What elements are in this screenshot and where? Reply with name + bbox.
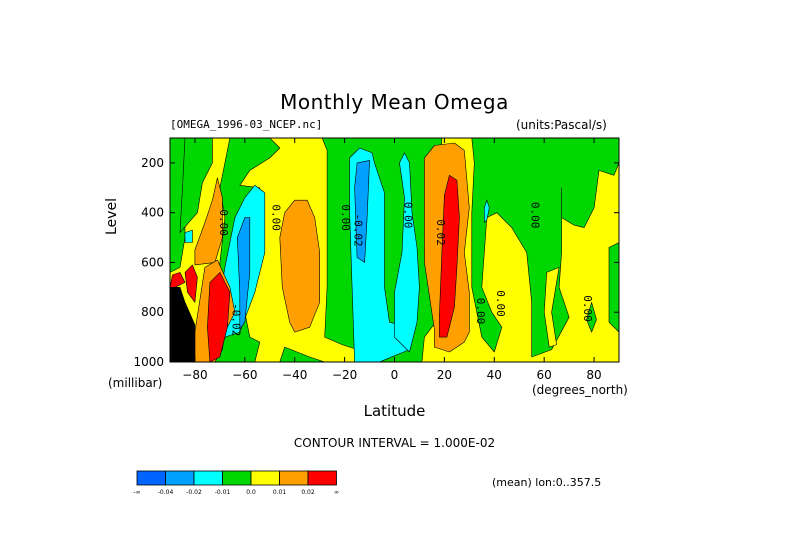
contour-region-level_0: [279, 346, 326, 362]
x-tick-label: −40: [282, 368, 307, 382]
y-axis-units: (millibar): [108, 376, 163, 390]
contour-region-level_0: [471, 138, 619, 358]
colorbar-label: 0.01: [273, 489, 287, 496]
colorbar-label: -0.01: [215, 489, 231, 496]
y-tick-label: 800: [141, 305, 164, 319]
contour-fill-group: 0.00 0.00 0.00 -0.02 0.000.020.00 0.000.000.0…: [170, 138, 619, 362]
colorbar-swatch: [307, 470, 337, 486]
colorbar-swatch: [250, 470, 280, 486]
contour-interval-label: CONTOUR INTERVAL = 1.000E-02: [293, 436, 496, 450]
contour-region-level_-1: [184, 229, 193, 243]
units-label: (units:Pascal/s): [516, 118, 607, 132]
contour-label: 0.00: [217, 209, 230, 236]
colorbar-label: -0.02: [186, 489, 202, 496]
colorbar-label: ∞: [334, 489, 339, 496]
colorbar-label: -∞: [133, 489, 140, 496]
averaging-footer: (mean) lon:0..357.5: [492, 476, 602, 489]
colorbar-swatch: [193, 470, 223, 486]
y-tick-label: 1000: [133, 355, 164, 369]
x-axis-units: (degrees_north): [532, 383, 628, 397]
x-tick-label: −80: [182, 368, 207, 382]
contour-region-level_-2: [354, 160, 370, 263]
colorbar-label: 0.02: [301, 489, 315, 496]
contour-region-level_0: [608, 242, 619, 333]
contour-label: -0.02: [229, 303, 242, 336]
y-tick-label: 400: [141, 206, 164, 220]
x-tick-label: 0: [391, 368, 399, 382]
contour-region-level_0: [586, 301, 597, 333]
colorbar-swatch: [165, 470, 195, 486]
contour-label: 0.02: [434, 219, 447, 246]
contour-region-level_-1: [483, 199, 490, 223]
contour-label: 0.00: [529, 202, 542, 229]
x-axis-label: Latitude: [363, 402, 426, 420]
contour-region-level_0: [179, 138, 213, 233]
contour-label: 0.00: [581, 295, 594, 322]
colorbar-label: -0.04: [158, 489, 174, 496]
colorbar-swatch: [279, 470, 309, 486]
contour-region-level_3: [184, 264, 198, 303]
contour-region-missing: [174, 286, 181, 323]
contour-region-level_2: [194, 177, 223, 266]
contour-label: 0.00: [269, 204, 282, 231]
contour-label: 0.00: [474, 298, 487, 325]
contour-region-level_3: [207, 272, 231, 362]
contour-region-level_3: [439, 175, 460, 338]
contour-region-level_0: [170, 138, 186, 273]
y-tick-label: 200: [141, 156, 164, 170]
x-tick-label: 80: [586, 368, 601, 382]
contour-region-level_-1: [394, 152, 420, 353]
contour-label: 0.00: [401, 202, 414, 229]
colorbar-swatch: [136, 470, 166, 486]
contour-label: -0.02: [352, 214, 365, 247]
contour-label: 0.00: [494, 290, 507, 317]
contour-region-level_2: [279, 199, 321, 333]
contour-label: 0.00: [339, 204, 352, 231]
colorbar-swatch: [222, 470, 252, 486]
y-tick-label: 600: [141, 255, 164, 269]
x-tick-label: 20: [437, 368, 452, 382]
contour-region-level_-2: [237, 217, 251, 330]
x-tick-label: −20: [332, 368, 357, 382]
dataset-filename: [OMEGA_1996-03_NCEP.nc]: [170, 118, 323, 131]
x-tick-label: 60: [537, 368, 552, 382]
x-tick-label: 40: [487, 368, 502, 382]
x-tick-label: −60: [232, 368, 257, 382]
chart-title: Monthly Mean Omega: [280, 90, 509, 114]
contour-region-level_1: [543, 267, 560, 348]
colorbar-label: 0.0: [246, 489, 256, 496]
